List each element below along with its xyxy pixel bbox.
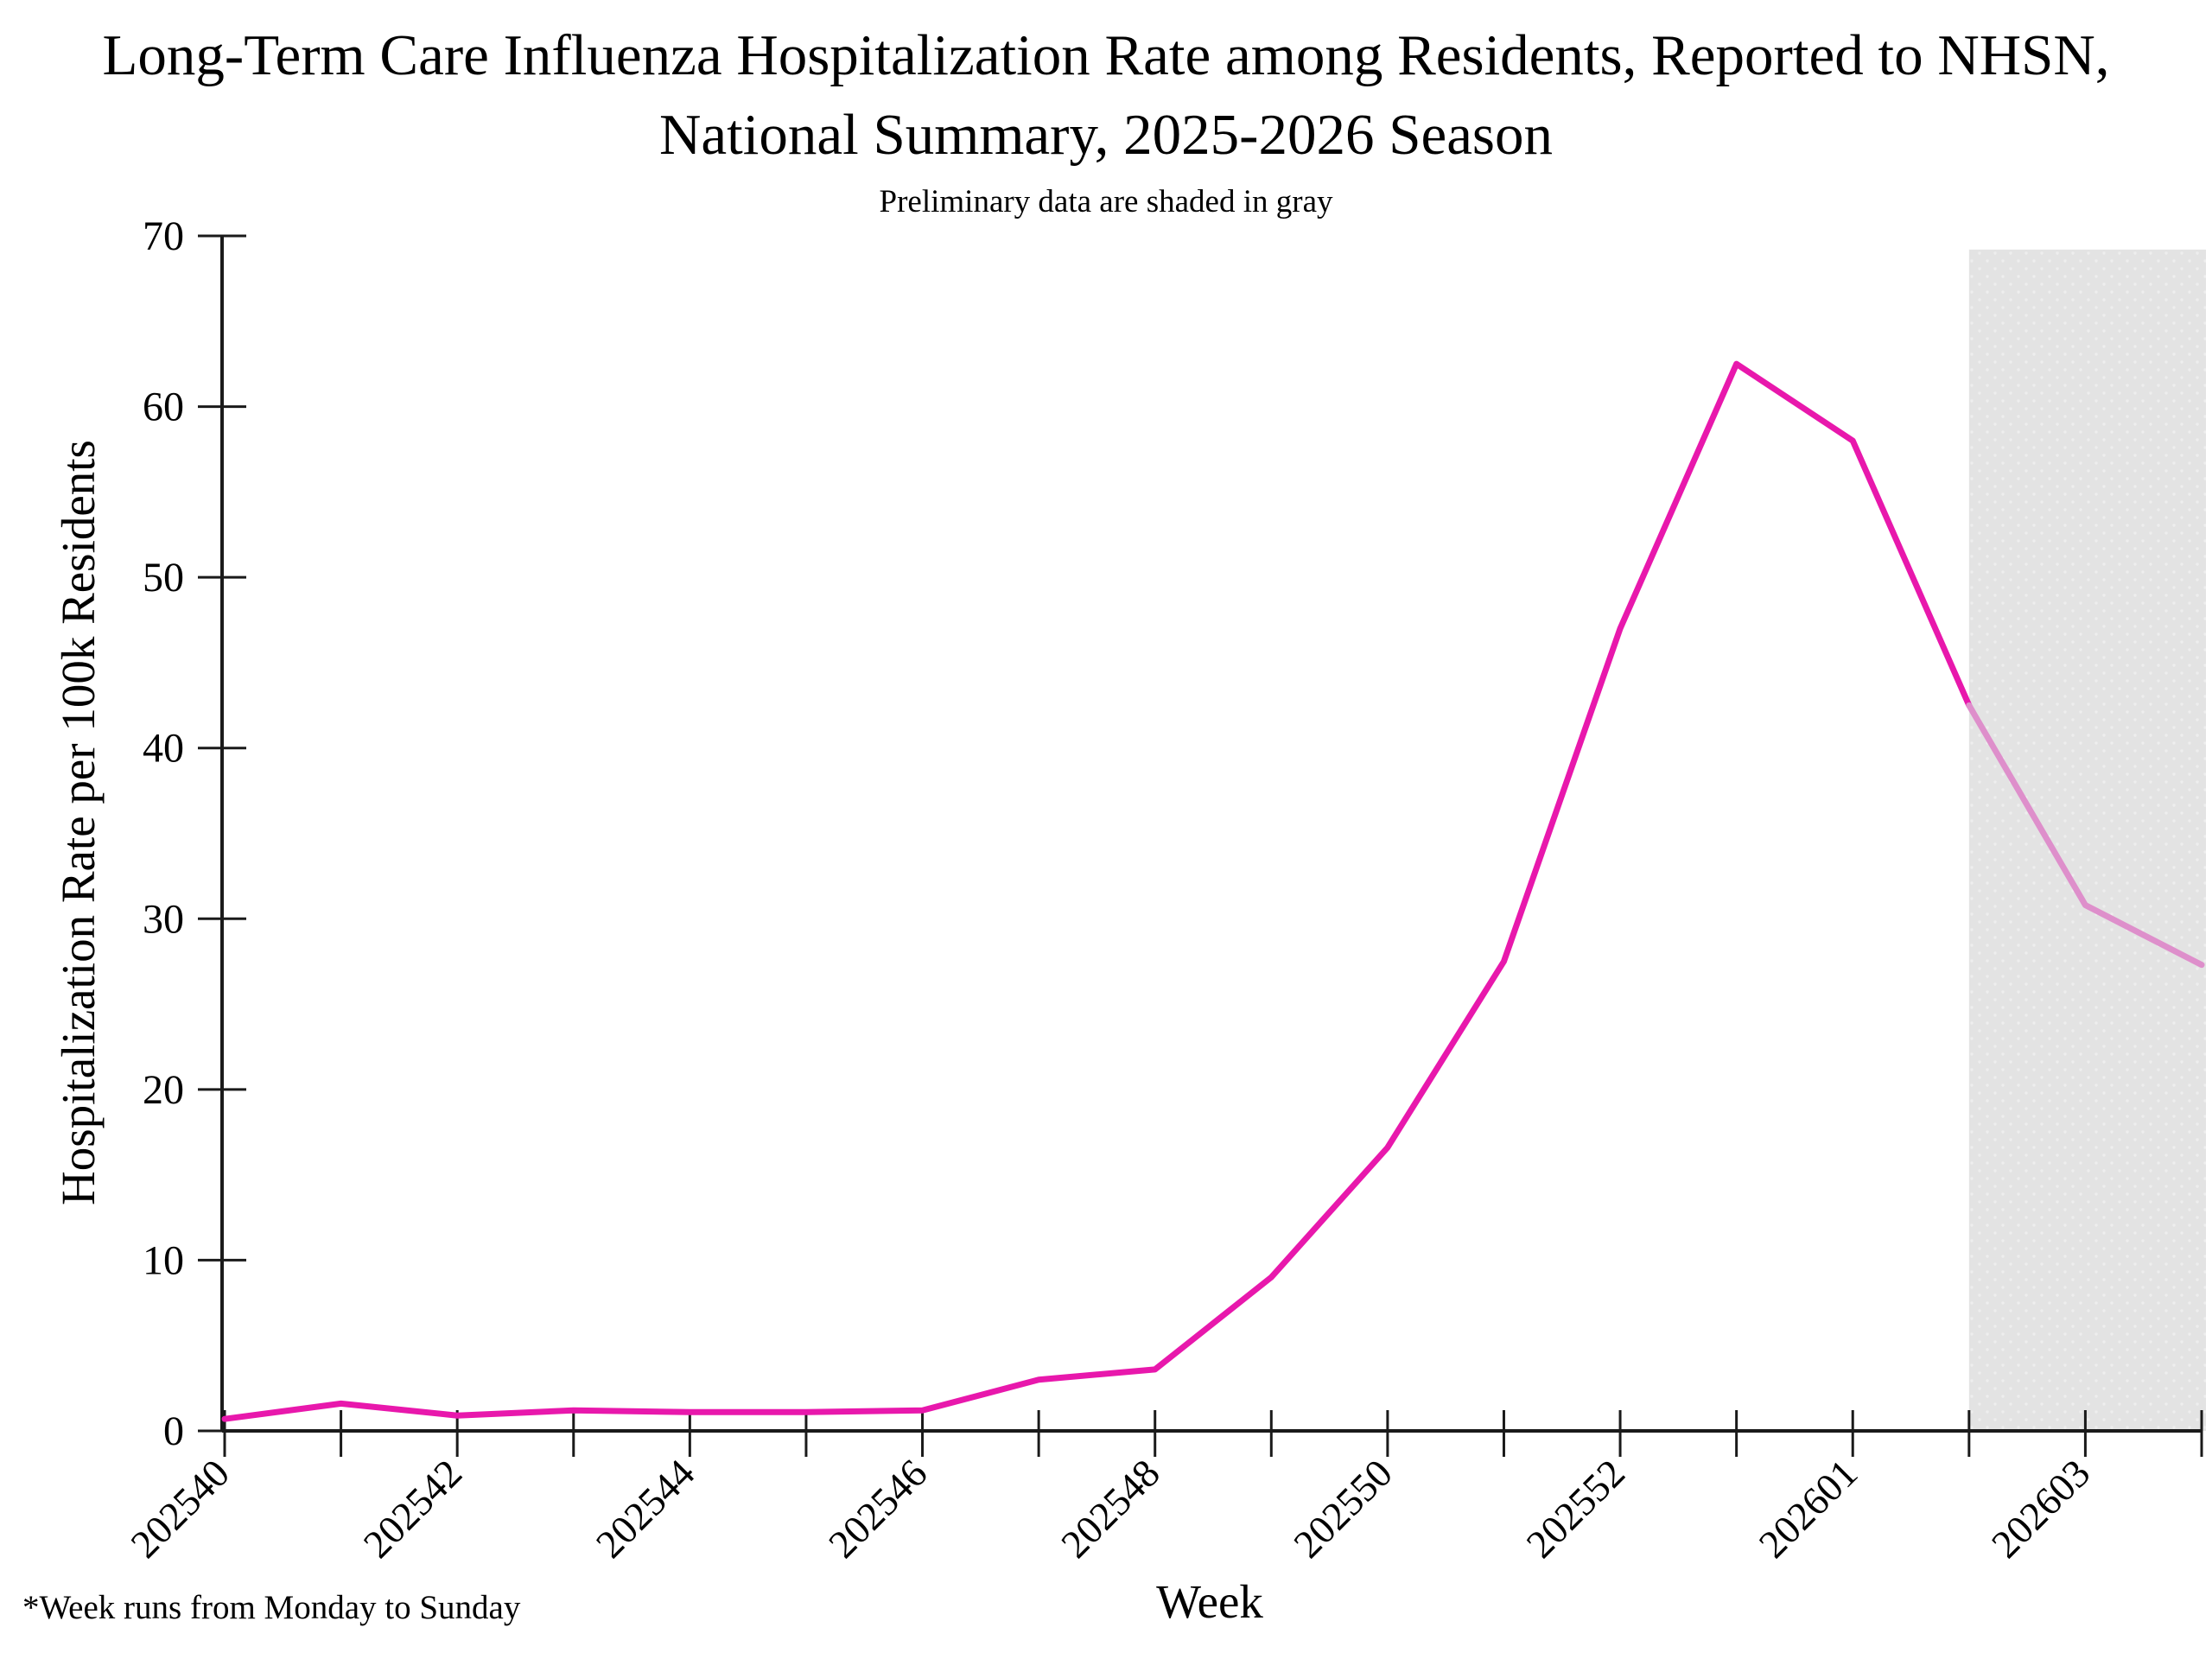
chart-subtitle: Preliminary data are shaded in gray <box>879 184 1333 219</box>
x-axis-title: Week <box>1156 1575 1263 1628</box>
preliminary-region <box>1968 249 2206 1432</box>
chart-title-line2: National Summary, 2025-2026 Season <box>658 103 1554 167</box>
y-tick-label: 50 <box>143 555 184 601</box>
y-tick-label: 30 <box>143 896 184 942</box>
x-tick-label: 202548 <box>1052 1451 1168 1567</box>
y-tick-label: 60 <box>143 385 184 430</box>
data-line <box>221 360 1973 1422</box>
x-tick-label: 202601 <box>1751 1451 1866 1567</box>
x-tick-label: 202552 <box>1517 1451 1633 1567</box>
x-tick-label: 202546 <box>820 1451 936 1567</box>
x-tick-label: 202550 <box>1285 1451 1401 1567</box>
y-tick-label: 20 <box>143 1067 184 1113</box>
x-tick-label: 202603 <box>1983 1451 2099 1567</box>
y-tick-label: 0 <box>163 1408 184 1454</box>
y-tick-label: 10 <box>143 1237 184 1283</box>
y-tick-label: 70 <box>143 213 184 259</box>
chart-title-line1: Long-Term Care Influenza Hospitalization… <box>102 23 2110 87</box>
y-tick-label: 40 <box>143 726 184 772</box>
x-tick-label: 202542 <box>355 1451 471 1567</box>
x-tick-label: 202544 <box>588 1451 703 1567</box>
data-line-preliminary <box>1966 702 2205 969</box>
footnote: *Week runs from Monday to Sunday <box>22 1589 521 1626</box>
x-tick-label: 202540 <box>122 1451 238 1567</box>
